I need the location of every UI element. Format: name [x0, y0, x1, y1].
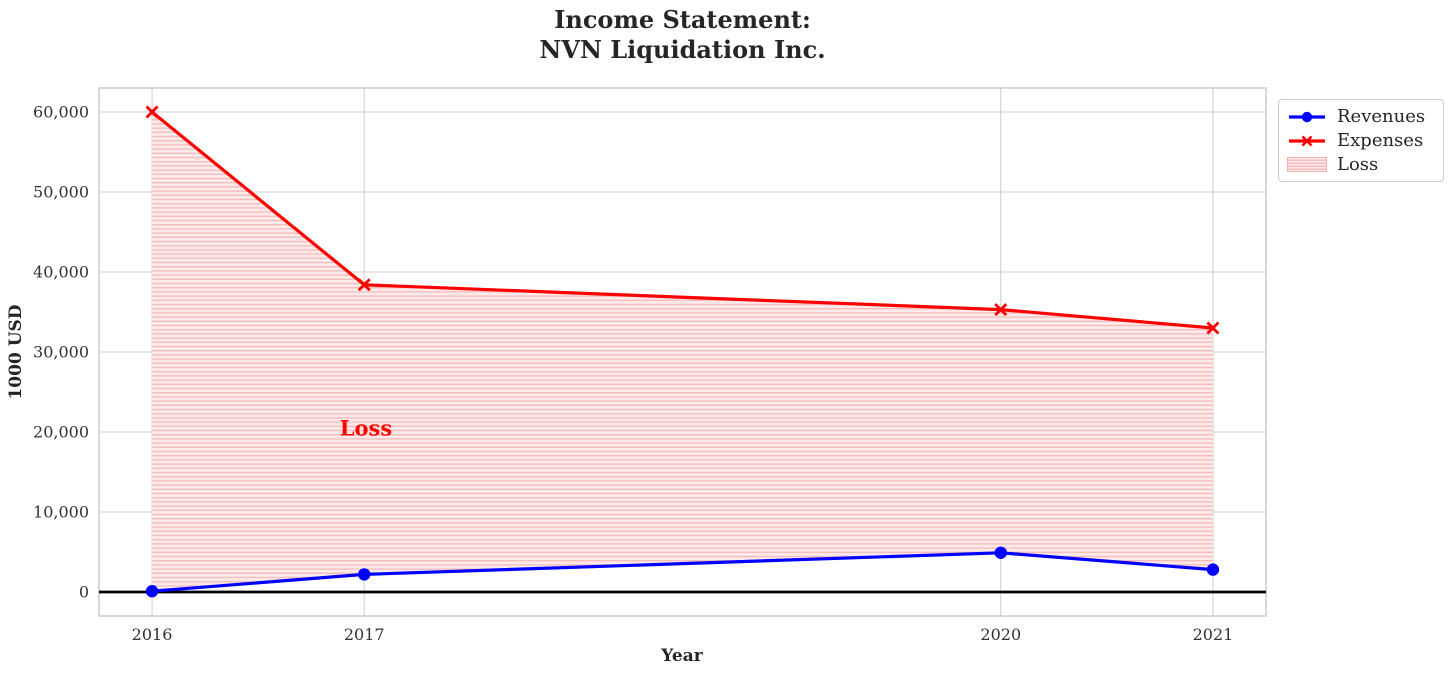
expenses-marker — [357, 278, 371, 292]
loss-hatch-swatch — [1287, 157, 1327, 172]
y-tick-label: 60,000 — [33, 103, 89, 122]
y-tick-label: 50,000 — [33, 183, 89, 202]
x-tick-label: 2021 — [1193, 625, 1234, 644]
legend-label-expenses: Expenses — [1337, 130, 1424, 151]
legend-label-loss: Loss — [1337, 154, 1379, 175]
x-axis-label: Year — [661, 646, 703, 666]
chart-title: Income Statement: NVN Liquidation Inc. — [99, 5, 1266, 65]
loss-fill-region — [152, 112, 1213, 592]
y-tick-label: 20,000 — [33, 423, 89, 442]
y-tick-label: 10,000 — [33, 503, 89, 522]
revenues-marker — [358, 568, 371, 581]
y-tick-label: 30,000 — [33, 343, 89, 362]
axes-border — [98, 87, 1267, 617]
legend: Revenues Expenses Loss — [1278, 99, 1444, 182]
chart-title-line1: Income Statement: — [554, 5, 811, 34]
revenues-marker — [145, 585, 159, 598]
legend-item-expenses: Expenses — [1287, 130, 1433, 151]
loss-annotation: Loss — [339, 415, 393, 441]
legend-item-revenues: Revenues — [1287, 106, 1433, 127]
legend-item-loss: Loss — [1287, 154, 1433, 175]
y-axis-label: 1000 USD — [6, 304, 26, 400]
revenues-marker — [1206, 563, 1220, 576]
revenues-marker — [994, 546, 1007, 559]
revenues-line-swatch — [1289, 111, 1325, 122]
expenses-marker — [1206, 321, 1220, 335]
x-tick-label: 2020 — [980, 625, 1021, 644]
expenses-marker — [145, 105, 159, 119]
revenues-line — [150, 551, 1215, 593]
x-tick-label: 2017 — [344, 625, 385, 644]
expenses-line-swatch — [1289, 135, 1325, 146]
y-tick-label: 40,000 — [33, 263, 89, 282]
y-tick-label: 0 — [79, 583, 89, 602]
x-tick-label: 2016 — [132, 625, 173, 644]
expenses-marker — [994, 303, 1008, 317]
chart-title-line2: NVN Liquidation Inc. — [539, 35, 826, 64]
legend-label-revenues: Revenues — [1337, 106, 1426, 127]
expenses-line — [150, 110, 1215, 330]
